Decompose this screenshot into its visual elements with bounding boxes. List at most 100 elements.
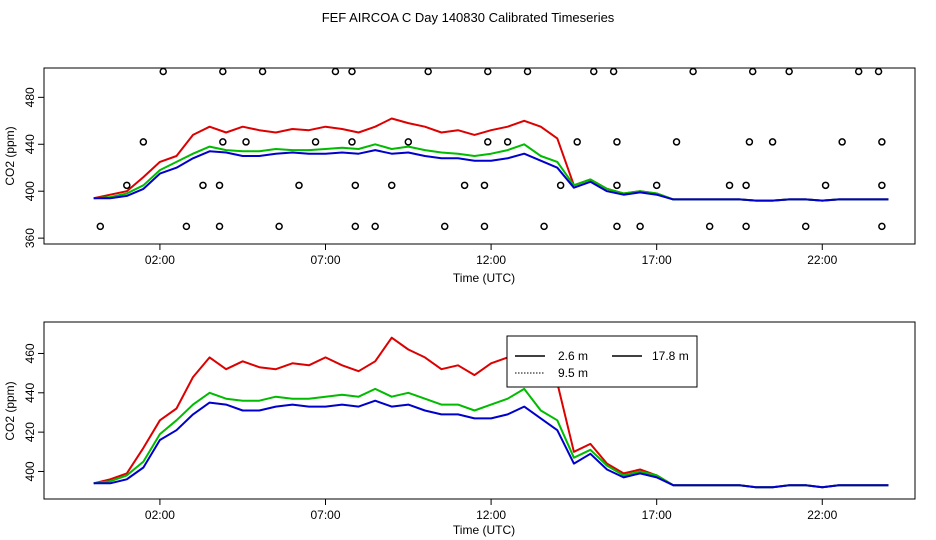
legend-label-2-6m: 2.6 m	[558, 349, 588, 363]
bottom-axes: 02:00 07:00 12:00 17:00 22:00 400 420 440 460	[23, 343, 838, 522]
flask-point	[590, 67, 598, 76]
flask-point	[182, 222, 191, 231]
flask-point	[878, 181, 886, 190]
flask-point	[748, 67, 757, 76]
flask-point	[725, 181, 734, 190]
flask-point	[768, 138, 777, 146]
bottom-series-2-6-m-line	[93, 336, 889, 489]
flask-point	[480, 222, 489, 231]
top-xtick-label: 17:00	[642, 253, 672, 267]
flask-point	[311, 138, 320, 146]
flask-point	[821, 181, 830, 190]
flask-point	[159, 67, 167, 76]
top-flask-points	[96, 67, 886, 231]
bottom-series-17-8-m-line	[93, 399, 889, 489]
top-xtick-label: 12:00	[476, 253, 506, 267]
legend-label-17-8m: 17.8 m	[652, 349, 689, 363]
flask-point	[801, 222, 810, 231]
flask-point	[348, 67, 356, 76]
top-series-9-5-m-line	[93, 143, 889, 202]
bottom-ytick-label: 440	[23, 382, 37, 402]
top-ylabel: CO2 (ppm)	[3, 126, 17, 185]
bottom-ytick-label: 420	[23, 422, 37, 442]
flask-point	[480, 181, 489, 190]
top-axes: 02:00 07:00 12:00 17:00 22:00 360 400 440 480	[23, 87, 838, 267]
flask-point	[609, 67, 618, 76]
flask-point	[219, 67, 227, 76]
flask-point	[540, 222, 548, 231]
flask-point	[275, 222, 283, 231]
top-xtick-label: 02:00	[145, 253, 175, 267]
flask-point	[556, 181, 565, 190]
flask-point	[424, 67, 432, 76]
top-ytick-label: 360	[23, 228, 37, 248]
top-xtick-label: 22:00	[807, 253, 837, 267]
top-xlabel: Time (UTC)	[453, 271, 515, 285]
flask-point	[874, 67, 883, 76]
flask-point	[705, 222, 714, 231]
top-ytick-label: 400	[23, 181, 37, 201]
flask-point	[258, 67, 267, 76]
flask-point	[348, 138, 356, 146]
flask-point	[838, 138, 846, 146]
flask-point	[523, 67, 532, 76]
flask-point	[689, 67, 697, 76]
flask-point	[742, 181, 750, 190]
top-series-17-8-m-line	[93, 149, 889, 202]
flask-point	[219, 138, 227, 146]
flask-point	[351, 222, 360, 231]
flask-point	[742, 222, 750, 231]
bottom-ytick-label: 400	[23, 461, 37, 481]
flask-point	[404, 138, 413, 146]
bottom-xtick-label: 22:00	[807, 508, 837, 522]
top-ytick-label: 480	[23, 87, 37, 107]
bottom-ytick-label: 460	[23, 343, 37, 363]
bottom-ylabel: CO2 (ppm)	[3, 381, 17, 440]
bottom-xtick-label: 07:00	[310, 508, 340, 522]
top-plot-frame	[43, 67, 916, 245]
flask-point	[613, 138, 621, 146]
flask-point	[460, 181, 469, 190]
flask-point	[745, 138, 754, 146]
flask-point	[215, 222, 224, 231]
flask-point	[573, 138, 581, 146]
flask-point	[484, 138, 492, 146]
bottom-plot-frame	[43, 321, 916, 500]
flask-point	[139, 138, 148, 146]
top-series-2-6-m-line	[93, 117, 889, 202]
top-series	[93, 117, 889, 202]
flask-point	[440, 222, 449, 231]
figure-title: FEF AIRCOA C Day 140830 Calibrated Times…	[322, 10, 615, 25]
flask-point	[96, 222, 105, 231]
flask-point	[199, 181, 207, 190]
flask-point	[854, 67, 863, 76]
top-panel: 02:00 07:00 12:00 17:00 22:00 360 400 440 480 Ti…	[3, 67, 916, 285]
flask-point	[878, 138, 886, 146]
flask-point	[503, 138, 512, 146]
flask-point	[613, 222, 621, 231]
legend-label-9-5m: 9.5 m	[558, 366, 588, 380]
bottom-xlabel: Time (UTC)	[453, 523, 515, 537]
top-xtick-label: 07:00	[310, 253, 340, 267]
bottom-series	[93, 336, 889, 489]
flask-point	[613, 181, 621, 190]
bottom-xtick-label: 17:00	[642, 508, 672, 522]
flask-point	[636, 222, 644, 231]
flask-point	[123, 181, 131, 190]
flask-point	[387, 181, 396, 190]
flask-point	[652, 181, 661, 190]
flask-point	[785, 67, 793, 76]
flask-point	[215, 181, 224, 190]
flask-point	[351, 181, 360, 190]
flask-point	[371, 222, 379, 231]
bottom-xtick-label: 12:00	[476, 508, 506, 522]
flask-point	[331, 67, 340, 76]
top-ytick-label: 440	[23, 134, 37, 154]
flask-point	[484, 67, 492, 76]
flask-point	[878, 222, 886, 231]
flask-point	[295, 181, 303, 190]
legend: 2.6 m 17.8 m 9.5 m	[506, 335, 698, 388]
legend-box	[506, 335, 698, 388]
flask-point	[242, 138, 250, 146]
